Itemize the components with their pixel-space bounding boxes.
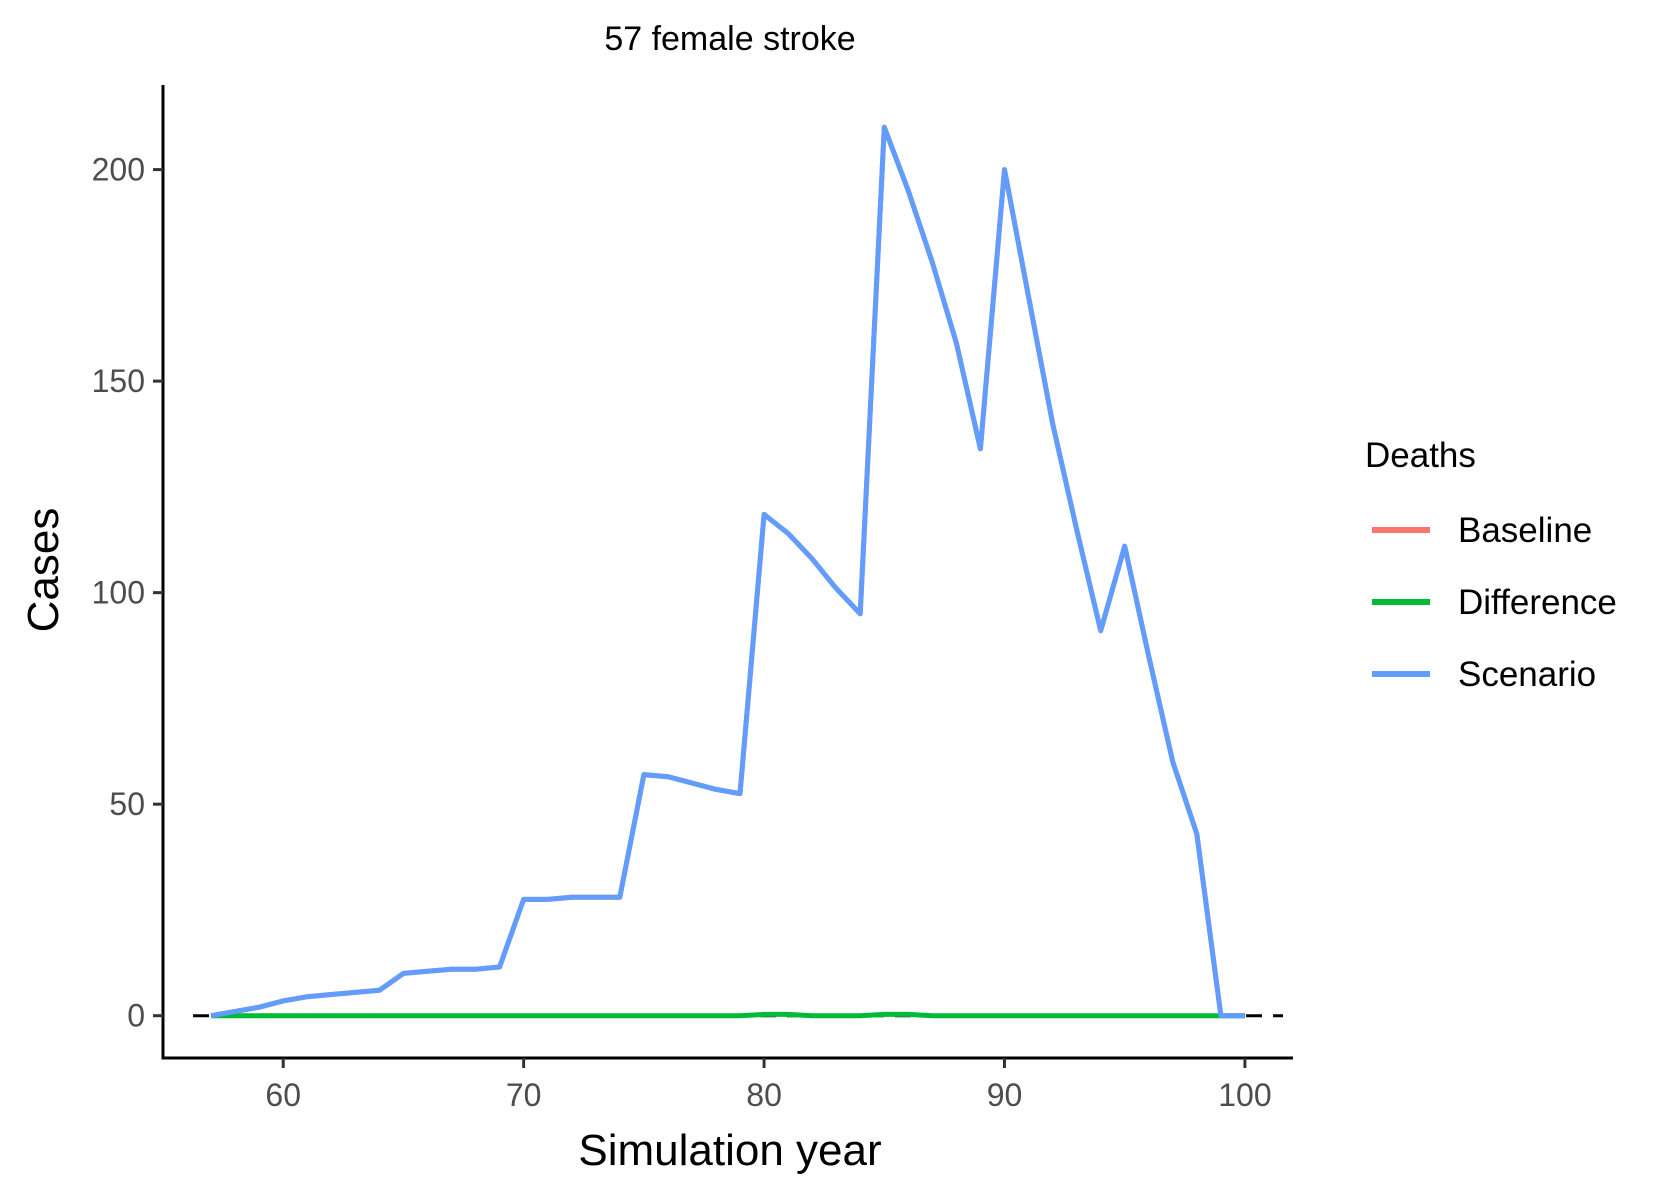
x-tick-label: 100 bbox=[1218, 1077, 1271, 1113]
chart-title: 57 female stroke bbox=[604, 20, 855, 58]
series-layer bbox=[210, 124, 1245, 1019]
legend-item-difference: Difference bbox=[1372, 583, 1617, 622]
y-tick-label: 200 bbox=[92, 152, 145, 188]
y-tick-label: 0 bbox=[127, 998, 145, 1034]
y-tick-label: 150 bbox=[92, 363, 145, 399]
y-tick-label: 100 bbox=[92, 575, 145, 611]
plot-area: 60 70 80 90 100 0 50 100 150 200 bbox=[92, 85, 1293, 1113]
legend-items: Baseline Difference Scenario bbox=[1372, 511, 1617, 694]
x-tick-label: 90 bbox=[987, 1077, 1023, 1113]
legend-label: Baseline bbox=[1458, 511, 1592, 550]
legend: Deaths Baseline Difference Scenario bbox=[1365, 436, 1617, 694]
legend-item-baseline: Baseline bbox=[1372, 511, 1592, 550]
legend-label: Difference bbox=[1458, 583, 1617, 622]
legend-label: Scenario bbox=[1458, 655, 1596, 694]
series-line-scenario bbox=[210, 124, 1245, 1019]
series-line-difference bbox=[211, 1011, 1245, 1019]
legend-item-scenario: Scenario bbox=[1372, 655, 1596, 694]
y-axis-title: Cases bbox=[19, 508, 68, 633]
y-axis-ticks: 0 50 100 150 200 bbox=[92, 152, 163, 1034]
y-tick-label: 50 bbox=[109, 786, 145, 822]
x-axis-ticks: 60 70 80 90 100 bbox=[265, 1058, 1272, 1113]
x-tick-label: 60 bbox=[265, 1077, 301, 1113]
x-axis-title: Simulation year bbox=[578, 1126, 881, 1175]
legend-title: Deaths bbox=[1365, 436, 1476, 475]
x-tick-label: 70 bbox=[506, 1077, 542, 1113]
x-tick-label: 80 bbox=[746, 1077, 782, 1113]
series-line-baseline bbox=[210, 124, 1245, 1019]
